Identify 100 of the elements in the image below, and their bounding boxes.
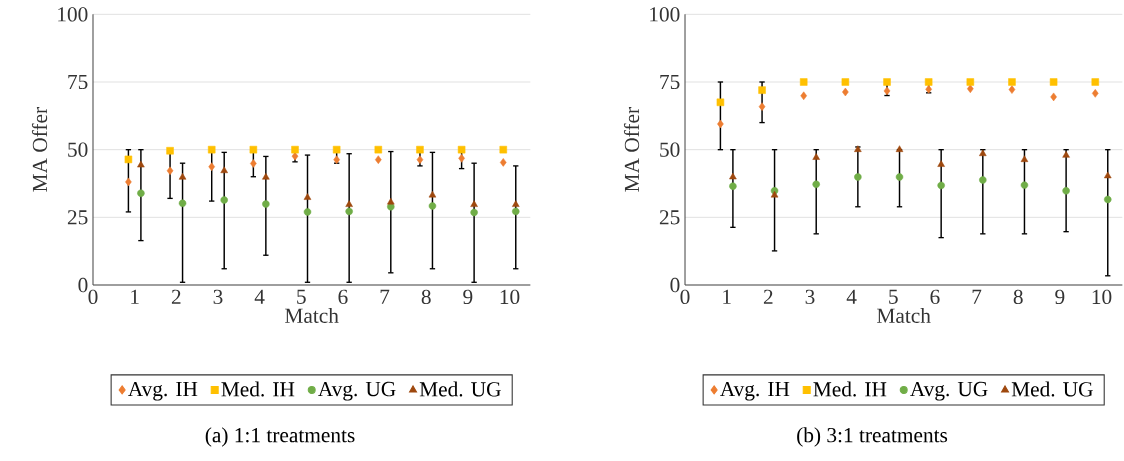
legend-label: Avg. IH: [128, 381, 198, 401]
point: [758, 102, 766, 111]
point: [137, 160, 145, 168]
x-tick-label: 3: [213, 289, 223, 305]
point: [125, 177, 132, 187]
legend-label: Avg. UG: [318, 381, 396, 401]
point: [178, 173, 187, 180]
point: [303, 208, 312, 216]
point: [812, 153, 820, 160]
legend-label: Med. IH: [221, 381, 295, 397]
point: [1050, 92, 1057, 102]
point: [758, 86, 766, 94]
point: [249, 145, 258, 154]
point: [220, 196, 228, 204]
point: [499, 145, 507, 154]
y-axis-title: MA Offer: [31, 107, 48, 192]
legend-label: Med. UG: [1011, 381, 1093, 397]
point: [178, 199, 187, 207]
point: [1104, 171, 1112, 179]
point: [124, 155, 133, 164]
point: [428, 202, 437, 210]
x-tick-label: 7: [972, 289, 982, 304]
point: [717, 119, 724, 129]
point: [416, 145, 424, 154]
x-tick-label: 6: [930, 289, 940, 305]
point: [303, 193, 312, 200]
x-tick-label: 8: [1013, 289, 1023, 305]
x-tick-label: 10: [500, 289, 520, 305]
point: [512, 200, 520, 207]
x-tick-label: 3: [805, 289, 815, 305]
y-tick-label: 25: [659, 210, 680, 225]
x-tick-label: 6: [338, 289, 348, 305]
point: [937, 181, 945, 190]
x-tick-label: 8: [421, 289, 431, 305]
point: [937, 160, 945, 167]
point: [979, 176, 987, 184]
x-tick-label: 9: [463, 289, 473, 305]
x-tick-label: 0: [88, 289, 98, 305]
y-tick-label: 75: [68, 74, 88, 90]
point: [1091, 78, 1099, 86]
point: [375, 155, 382, 164]
point: [854, 173, 862, 181]
text: (b) 3:1 treatments: [797, 427, 948, 447]
point: [457, 145, 466, 154]
y-tick-label: 0: [78, 277, 88, 293]
point: [966, 78, 975, 86]
point: [207, 145, 216, 154]
x-tick-label: 4: [846, 289, 857, 304]
x-tick-label: 5: [889, 289, 898, 304]
point: [729, 182, 737, 190]
y-tick-label: 50: [660, 142, 680, 157]
legend-label: Avg. UG: [910, 381, 988, 401]
text: (a) 1:1 treatments: [205, 427, 355, 447]
x-tick-label: 10: [1092, 289, 1112, 305]
point: [208, 162, 215, 171]
y-tick-label: 0: [670, 277, 680, 293]
point: [967, 84, 974, 94]
x-axis-title: Match: [877, 307, 931, 323]
point: [137, 189, 145, 197]
point: [799, 78, 808, 86]
legend-label: Med. UG: [419, 381, 501, 397]
point: [729, 172, 737, 180]
point: [345, 207, 353, 216]
point: [1062, 187, 1070, 195]
point: [800, 91, 807, 101]
point: [374, 145, 383, 154]
point: [470, 200, 478, 207]
x-tick-label: 0: [680, 289, 690, 305]
point: [1020, 155, 1029, 162]
point: [250, 159, 257, 168]
point: [500, 158, 507, 167]
point: [842, 87, 849, 97]
x-tick-label: 5: [297, 289, 306, 304]
x-tick-label: 1: [723, 289, 731, 304]
x-tick-label: 2: [763, 289, 773, 304]
x-tick-label: 1: [131, 289, 139, 304]
y-axis-title: MA Offer: [623, 107, 640, 192]
point: [220, 166, 228, 174]
point: [1008, 78, 1016, 86]
y-tick-label: 100: [58, 7, 88, 22]
x-tick-label: 9: [1055, 289, 1065, 305]
point: [1092, 89, 1099, 98]
y-tick-label: 100: [650, 7, 680, 22]
point: [895, 173, 904, 181]
y-tick-label: 50: [68, 142, 88, 157]
point: [1008, 85, 1016, 94]
x-axis-title: Match: [285, 307, 339, 323]
point: [470, 208, 478, 217]
legend-label: Avg. IH: [720, 381, 790, 401]
point: [428, 190, 437, 198]
point: [1020, 181, 1029, 189]
point: [812, 180, 820, 189]
legend-label: Med. IH: [813, 381, 887, 397]
point: [166, 166, 174, 176]
point: [1104, 195, 1112, 204]
point: [332, 145, 341, 154]
y-tick-label: 25: [67, 210, 88, 225]
point: [1049, 78, 1058, 86]
point: [262, 173, 270, 180]
x-tick-label: 7: [380, 289, 390, 304]
